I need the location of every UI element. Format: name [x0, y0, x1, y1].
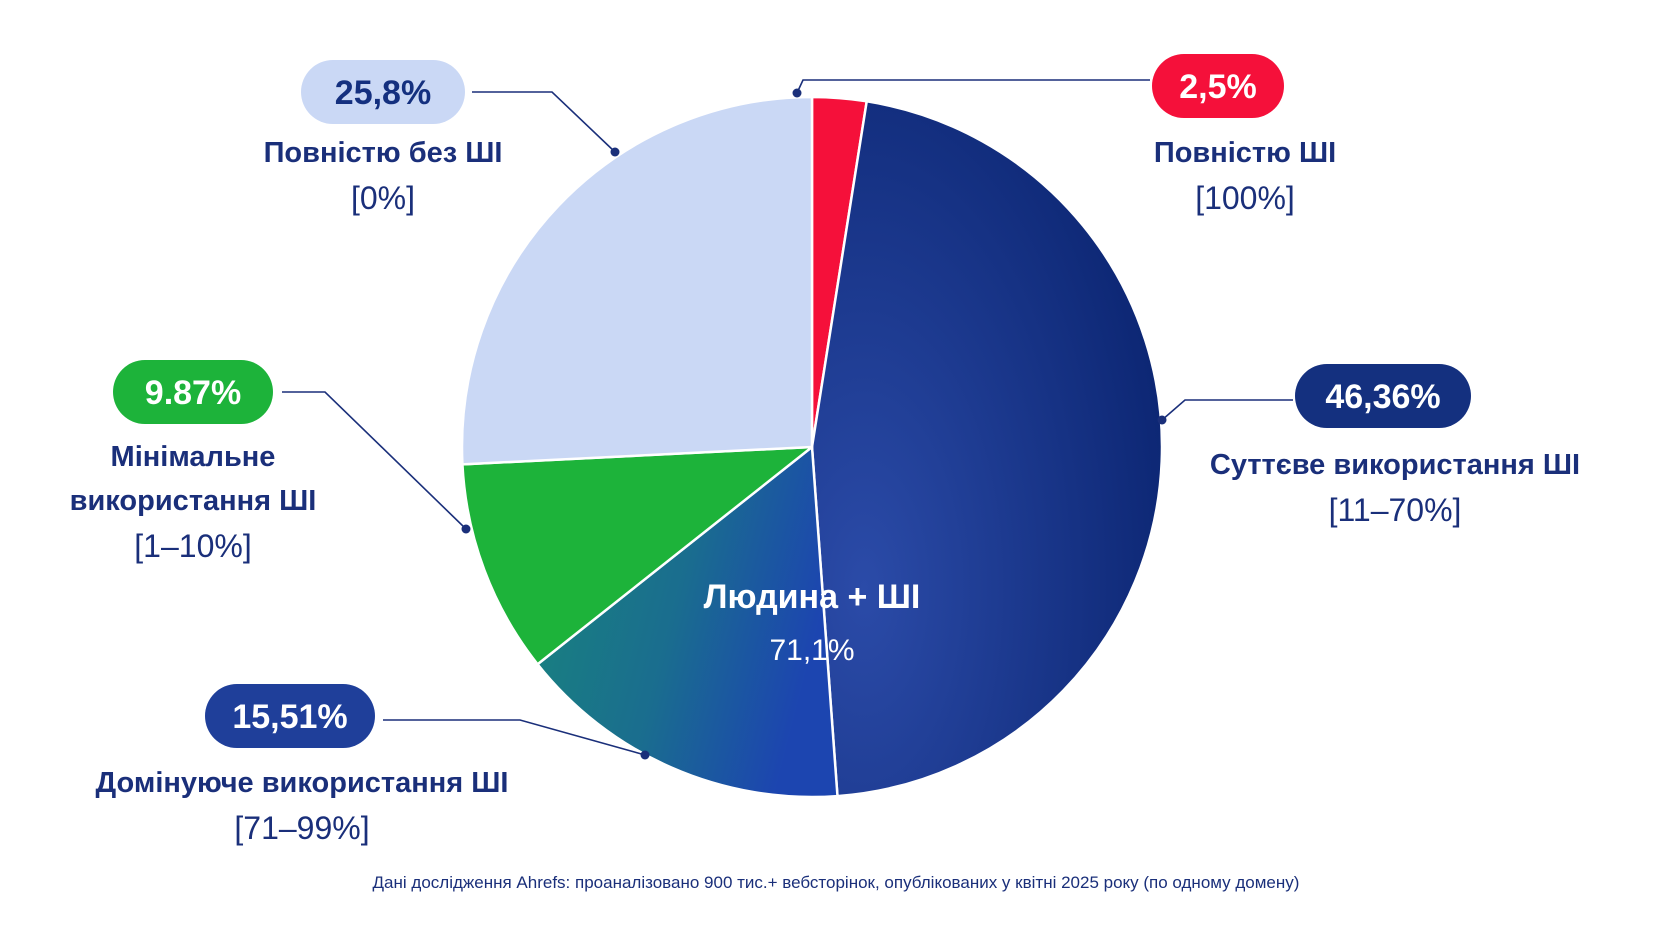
value-badge-text: 2,5%	[1179, 68, 1257, 106]
range-label: [0%]	[351, 180, 415, 216]
callout-dominant: 15,51% Домінуюче використання ШІ [71–99%]	[96, 684, 650, 846]
value-badge-text: 46,36%	[1325, 378, 1440, 416]
pie-slice-dominant	[536, 445, 839, 799]
value-badge-text: 25,8%	[335, 74, 431, 112]
leader-line	[796, 79, 1150, 94]
category-label: використання ШІ	[70, 485, 317, 517]
leader-dot	[640, 750, 650, 760]
leader-dot	[610, 147, 620, 157]
range-label: [11–70%]	[1329, 492, 1462, 528]
callout-no-ai: 25,8% Повністю без ШІ [0%]	[264, 60, 620, 216]
leader-line	[472, 91, 616, 153]
footnote: Дані дослідження Ahrefs: проаналізовано …	[373, 873, 1300, 892]
pie-slice-minimal	[461, 445, 814, 666]
value-badge	[113, 360, 273, 424]
center-label: Людина + ШІ 71,1%	[704, 578, 921, 667]
value-badge-text: 9.87%	[145, 374, 241, 412]
leader-line	[1161, 399, 1293, 421]
pie-slice-significant	[810, 100, 1164, 798]
range-label: [1–10%]	[134, 528, 251, 564]
category-label: Домінуюче використання ШІ	[96, 767, 509, 799]
leader-line	[383, 719, 646, 756]
category-label: Повністю без ШІ	[264, 137, 503, 169]
value-badge	[1295, 364, 1471, 428]
value-badge-text: 15,51%	[232, 698, 347, 736]
range-label: [100%]	[1195, 180, 1295, 216]
leader-dot	[792, 88, 802, 98]
value-badge	[1152, 54, 1284, 118]
leader-line	[282, 391, 467, 530]
category-label: Повністю ШІ	[1154, 137, 1336, 169]
range-label: [71–99%]	[234, 810, 369, 846]
value-badge	[301, 60, 465, 124]
center-label-value: 71,1%	[769, 634, 854, 667]
pie-slices	[460, 95, 1164, 799]
category-label: Мінімальне	[111, 441, 276, 473]
leader-dot	[461, 524, 471, 534]
callout-full-ai: 2,5% Повністю ШІ [100%]	[792, 54, 1336, 216]
center-label-title: Людина + ШІ	[704, 578, 921, 616]
callout-minimal: 9.87% Мінімальне використання ШІ [1–10%]	[70, 360, 471, 564]
category-label: Суттєве використання ШІ	[1210, 449, 1580, 481]
callouts: 2,5% Повністю ШІ [100%] 46,36% Суттєве викор…	[70, 54, 1580, 846]
leader-dot	[1157, 415, 1167, 425]
callout-significant: 46,36% Суттєве використання ШІ [11–70%]	[1157, 364, 1580, 528]
value-badge	[205, 684, 375, 748]
pie-slice-no-ai	[460, 95, 814, 466]
